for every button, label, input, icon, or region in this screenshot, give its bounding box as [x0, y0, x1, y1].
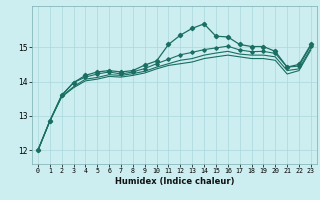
X-axis label: Humidex (Indice chaleur): Humidex (Indice chaleur) [115, 177, 234, 186]
